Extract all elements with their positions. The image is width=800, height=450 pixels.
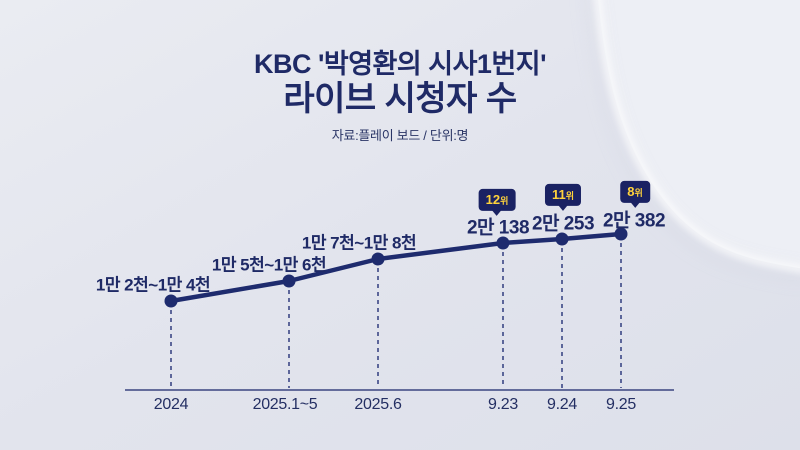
rank-badge-9-23: 12위 <box>478 188 516 212</box>
axis-tick-label-2025-1-5: 2025.1~5 <box>252 396 318 413</box>
source-unit-note: 자료:플레이 보드 / 단위:명 <box>331 128 469 144</box>
rank-badge-9-24: 11위 <box>544 183 582 207</box>
rank-suffix: 위 <box>634 187 643 198</box>
chart-header: KBC '박영환의 시사1번지' 라이브 시청자 수 자료:플레이 보드 / 단… <box>0 48 800 144</box>
rank-suffix: 위 <box>500 195 509 206</box>
axis-tick-label-9-25: 9.25 <box>606 396 636 413</box>
rank-badge-9-25: 8위 <box>620 180 650 204</box>
data-label-9-23: 2만 138 <box>466 217 530 239</box>
data-label-2025-1-5: 1만 5천~1만 6천 <box>211 255 327 275</box>
page-title-line1: KBC '박영환의 시사1번지' <box>253 49 547 79</box>
page-title-line2: 라이브 시청자 수 <box>283 80 517 119</box>
data-point-dots <box>164 227 628 308</box>
data-label-9-25: 2만 382 <box>602 210 666 232</box>
viewers-series-line <box>168 231 624 304</box>
rank-number: 8 <box>627 183 635 199</box>
axis-tick-label-9-24: 9.24 <box>547 396 577 413</box>
axis-tick-label-2024: 2024 <box>153 396 189 413</box>
axis-tick-label-9-23: 9.23 <box>488 396 518 413</box>
axis-tick-label-2025-6: 2025.6 <box>354 396 402 413</box>
droplines <box>170 243 622 388</box>
rank-number: 11 <box>551 186 566 202</box>
data-label-9-24: 2만 253 <box>531 213 595 235</box>
rank-number: 12 <box>485 191 501 207</box>
data-label-2024: 1만 2천~1만 4천 <box>95 275 211 295</box>
data-label-2025-6: 1만 7천~1만 8천 <box>301 233 417 253</box>
rank-suffix: 위 <box>565 190 575 201</box>
